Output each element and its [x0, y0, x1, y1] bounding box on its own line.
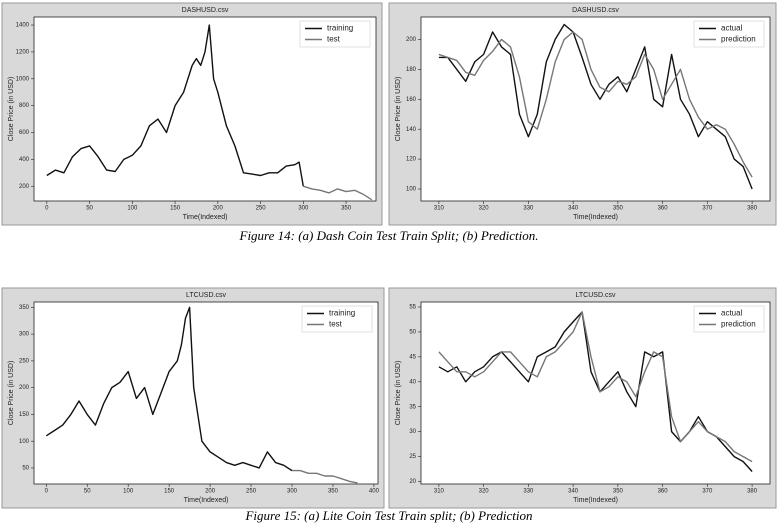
- y-tick-label: 100: [19, 439, 30, 445]
- x-tick-label: 150: [164, 489, 175, 495]
- legend-label: actual: [721, 24, 743, 33]
- chart-title: LTCUSD.csv: [576, 292, 616, 299]
- y-tick-label: 45: [409, 354, 416, 360]
- x-tick-label: 330: [523, 489, 534, 495]
- x-axis-title: Time(Indexed): [183, 214, 228, 221]
- x-tick-label: 250: [256, 206, 267, 212]
- x-tick-label: 340: [568, 206, 579, 212]
- x-tick-label: 380: [747, 489, 758, 495]
- y-tick-label: 600: [19, 130, 30, 136]
- x-tick-label: 150: [170, 206, 181, 212]
- x-tick-label: 200: [213, 206, 224, 212]
- x-tick-label: 0: [45, 489, 49, 495]
- chart-title: DASHUSD.csv: [182, 7, 229, 14]
- x-tick-label: 350: [613, 206, 624, 212]
- x-tick-label: 200: [205, 489, 216, 495]
- caption: Figure 14: (a) Dash Coin Test Train Spli…: [239, 228, 539, 243]
- y-tick-label: 20: [409, 479, 416, 485]
- y-tick-label: 180: [406, 67, 417, 73]
- y-tick-label: 50: [409, 329, 416, 335]
- series-line: [438, 311, 753, 472]
- x-tick-label: 330: [523, 206, 534, 212]
- y-axis-title: Close Price (in USD): [8, 77, 15, 142]
- y-tick-label: 160: [406, 97, 417, 103]
- x-tick-label: 310: [434, 206, 445, 212]
- plot-area: [420, 16, 771, 202]
- x-tick-label: 370: [702, 489, 713, 495]
- plot-area: [33, 301, 379, 485]
- y-tick-label: 100: [406, 187, 417, 193]
- y-tick-label: 350: [19, 305, 30, 311]
- x-tick-label: 50: [84, 489, 91, 495]
- legend-label: training: [327, 24, 353, 33]
- y-tick-label: 50: [22, 466, 29, 472]
- plot-area: [420, 301, 771, 485]
- x-tick-label: 300: [287, 489, 298, 495]
- x-tick-label: 100: [123, 489, 134, 495]
- series-line: [46, 24, 304, 187]
- x-tick-label: 360: [658, 206, 669, 212]
- x-tick-label: 320: [479, 206, 490, 212]
- series-line: [292, 469, 358, 484]
- y-axis-title: Close Price (in USD): [395, 361, 402, 426]
- caption: Figure 15: (a) Lite Coin Test Train spli…: [244, 508, 532, 523]
- y-tick-label: 250: [19, 358, 30, 364]
- y-tick-label: 55: [409, 305, 416, 311]
- y-tick-label: 150: [19, 412, 30, 418]
- x-tick-label: 360: [658, 489, 669, 495]
- legend-label: training: [329, 309, 355, 318]
- series-line: [438, 23, 753, 190]
- x-axis-title: Time(Indexed): [184, 497, 229, 504]
- x-tick-label: 310: [434, 489, 445, 495]
- chart-title: LTCUSD.csv: [186, 292, 226, 299]
- y-tick-label: 1400: [16, 23, 30, 29]
- y-tick-label: 40: [409, 379, 416, 385]
- x-tick-label: 250: [246, 489, 257, 495]
- legend-label: actual: [721, 309, 743, 318]
- x-tick-label: 380: [747, 206, 758, 212]
- x-tick-label: 50: [86, 206, 93, 212]
- y-axis-title: Close Price (in USD): [8, 361, 15, 426]
- chart-title: DASHUSD.csv: [572, 7, 619, 14]
- x-axis-title: Time(Indexed): [573, 214, 618, 221]
- y-tick-label: 300: [19, 332, 30, 338]
- y-tick-label: 200: [406, 37, 417, 43]
- series-line: [45, 306, 293, 472]
- y-tick-label: 200: [19, 385, 30, 391]
- x-tick-label: 350: [613, 489, 624, 495]
- legend-label: test: [329, 320, 343, 329]
- legend-label: prediction: [721, 35, 756, 44]
- x-axis-title: Time(Indexed): [573, 497, 618, 504]
- y-tick-label: 200: [19, 184, 30, 190]
- legend-box: [299, 20, 371, 48]
- legend-box: [693, 20, 765, 48]
- x-tick-label: 350: [341, 206, 352, 212]
- legend-box: [693, 305, 765, 333]
- y-tick-label: 1200: [16, 49, 30, 55]
- x-tick-label: 100: [127, 206, 138, 212]
- series-line: [303, 185, 373, 201]
- y-tick-label: 30: [409, 429, 416, 435]
- series-line: [438, 31, 753, 178]
- x-tick-label: 400: [369, 489, 380, 495]
- y-tick-label: 25: [409, 454, 416, 460]
- x-tick-label: 350: [328, 489, 339, 495]
- legend-label: prediction: [721, 320, 756, 329]
- legend-box: [301, 305, 373, 333]
- legend-label: test: [327, 35, 341, 44]
- y-tick-label: 140: [406, 127, 417, 133]
- x-tick-label: 370: [702, 206, 713, 212]
- x-tick-label: 300: [298, 206, 309, 212]
- x-tick-label: 320: [479, 489, 490, 495]
- y-tick-label: 800: [19, 103, 30, 109]
- x-tick-label: 340: [568, 489, 579, 495]
- x-tick-label: 0: [45, 206, 49, 212]
- y-axis-title: Close Price (in USD): [395, 77, 402, 142]
- y-tick-label: 35: [409, 404, 416, 410]
- y-tick-label: 120: [406, 157, 417, 163]
- series-line: [438, 311, 753, 463]
- y-tick-label: 1000: [16, 76, 30, 82]
- y-tick-label: 400: [19, 157, 30, 163]
